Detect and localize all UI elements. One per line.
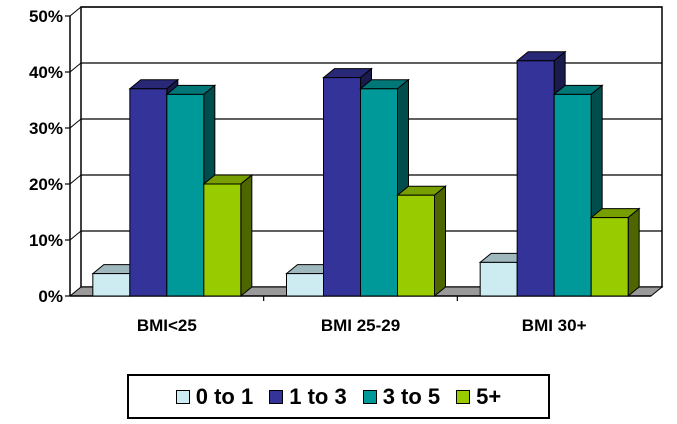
bar-front: [203, 183, 242, 297]
bar-front: [323, 77, 361, 297]
legend-swatch: [362, 389, 377, 404]
legend-label: 5+: [476, 383, 502, 409]
gridline-depth: [69, 230, 82, 241]
bar-front: [286, 273, 324, 297]
legend-swatch: [456, 389, 471, 404]
legend-label: 3 to 5: [382, 383, 441, 409]
bar-front: [92, 273, 131, 297]
x-category-label: BMI 25-29: [321, 316, 400, 335]
bar: [396, 185, 447, 298]
legend-label: 1 to 3: [289, 383, 347, 409]
gridline-depth: [69, 6, 82, 17]
bar-front: [516, 60, 555, 297]
bar: [202, 173, 254, 298]
bars: [91, 50, 641, 298]
y-tick-label: 30%: [29, 119, 63, 138]
legend-swatch: [269, 389, 284, 404]
bar-front: [129, 88, 168, 297]
bar-front: [590, 217, 629, 297]
legend-item-1-to-3: 1 to 3: [269, 383, 347, 410]
x-category-label: BMI 30+: [522, 316, 587, 335]
gridline-depth: [69, 118, 82, 129]
bar-front: [553, 93, 592, 297]
bar-front: [397, 194, 435, 297]
bar-front: [479, 261, 518, 297]
y-tick-label: 50%: [29, 7, 63, 26]
legend-item-5-plus: 5+: [456, 384, 501, 410]
legend-label: 0 to 1: [195, 383, 254, 409]
legend-swatch: [175, 389, 190, 404]
y-tick-label: 20%: [29, 175, 63, 194]
y-tick-label: 0%: [38, 287, 63, 306]
bar-side: [627, 207, 640, 298]
x-category-label: BMI<25: [137, 316, 197, 335]
x-axis-category-labels: BMI<25 BMI 25-29 BMI 30+: [137, 316, 587, 335]
bar-side: [240, 173, 253, 298]
bar: [589, 207, 641, 298]
legend-item-0-to-1: 0 to 1: [175, 383, 254, 410]
bar-front: [166, 93, 205, 297]
gridline-depth: [69, 62, 82, 73]
legend: 0 to 1 1 to 3 3 to 5 5+: [127, 374, 550, 419]
gridline-depth: [69, 174, 82, 185]
y-axis-tick-labels: 0% 10% 20% 30% 40% 50%: [29, 7, 63, 306]
legend-item-3-to-5: 3 to 5: [362, 383, 441, 410]
y-tick-label: 40%: [29, 63, 63, 82]
bar-side: [434, 185, 446, 298]
y-tick-label: 10%: [29, 231, 63, 250]
bar-front: [360, 88, 398, 297]
